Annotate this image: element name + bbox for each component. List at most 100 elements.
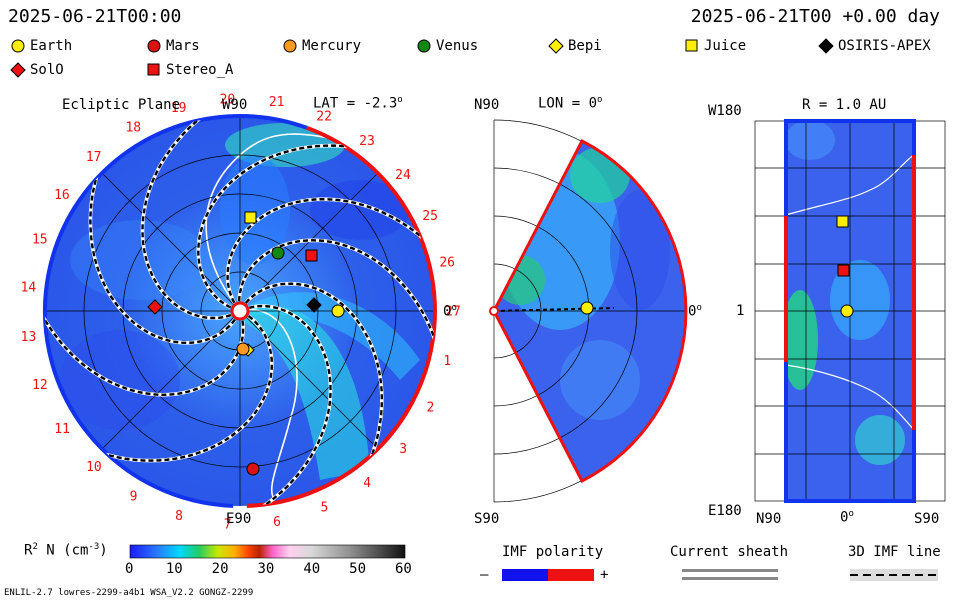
legend-item-juice: Juice bbox=[684, 38, 746, 54]
circle-icon bbox=[11, 39, 25, 53]
colorbar-tick-label: 50 bbox=[349, 561, 367, 577]
carrington-label: 24 bbox=[395, 168, 411, 183]
legend-label: Stereo_A bbox=[166, 62, 234, 78]
meridional-wedge-outline bbox=[492, 138, 688, 484]
carrington-label: 4 bbox=[363, 476, 371, 491]
legend-item-stereo-a: Stereo_A bbox=[146, 62, 233, 78]
legend-item-mercury: Mercury bbox=[282, 38, 361, 54]
imf-spiral-line bbox=[141, 116, 232, 320]
ecliptic-bottom-label: E90 bbox=[226, 511, 252, 527]
meridional-right-label: 0o bbox=[688, 303, 702, 320]
square-icon bbox=[685, 39, 698, 52]
carrington-label: 8 bbox=[175, 509, 183, 524]
carrington-label: 12 bbox=[32, 378, 48, 393]
legend-label: Earth bbox=[30, 38, 73, 54]
venus-marker bbox=[271, 246, 285, 260]
carrington-label: 11 bbox=[54, 422, 70, 437]
carrington-label: 3 bbox=[399, 442, 407, 457]
sun-icon bbox=[230, 301, 250, 321]
stereo-a-marker bbox=[305, 249, 318, 262]
right-timestamp: 2025-06-21T00 +0.00 day bbox=[690, 6, 940, 27]
legend-label: OSIRIS-APEX bbox=[838, 38, 931, 54]
juice-marker bbox=[244, 211, 257, 224]
square-icon bbox=[147, 63, 160, 76]
ecliptic-field bbox=[60, 123, 420, 501]
imf-polarity-plus: + bbox=[600, 567, 609, 583]
ecliptic-boundary-blue bbox=[42, 114, 308, 508]
carrington-label: 2 bbox=[426, 401, 434, 416]
stereo-shell-marker bbox=[837, 264, 850, 277]
osiris-apex-marker bbox=[306, 297, 322, 313]
imf-polarity-minus: – bbox=[480, 567, 489, 583]
carrington-label: 1 bbox=[443, 354, 451, 369]
shell-panel bbox=[754, 119, 946, 503]
carrington-label: 16 bbox=[54, 188, 70, 203]
solo-marker bbox=[147, 299, 163, 315]
carrington-label: 5 bbox=[320, 501, 328, 516]
carrington-label: 14 bbox=[21, 280, 37, 295]
density-colorbar bbox=[129, 544, 406, 559]
imf-spiral-line bbox=[197, 144, 377, 309]
carrington-label: 27 bbox=[445, 305, 461, 320]
carrington-label: 7 bbox=[224, 518, 232, 533]
legend-label: Mars bbox=[166, 38, 200, 54]
ecliptic-top-label: W90 bbox=[222, 97, 248, 113]
mars-marker bbox=[246, 462, 260, 476]
imf-polarity-positive bbox=[548, 569, 594, 581]
carrington-label: 15 bbox=[32, 232, 48, 247]
imf-spiral-line bbox=[89, 148, 236, 345]
carrington-label: 20 bbox=[220, 92, 236, 107]
carrington-label: 17 bbox=[86, 150, 102, 165]
circle-icon bbox=[283, 39, 297, 53]
left-timestamp: 2025-06-21T00:00 bbox=[8, 6, 182, 27]
colorbar-tick-label: 30 bbox=[257, 561, 275, 577]
model-info-footer: ENLIL-2.7 lowres-2299-a4b1 WSA_V2.2 GONG… bbox=[4, 588, 254, 598]
legend-item-mars: Mars bbox=[146, 38, 200, 54]
colorbar-tick-label: 0 bbox=[125, 561, 134, 577]
imf-line-title: 3D IMF line bbox=[848, 544, 941, 560]
legend-label: Bepi bbox=[568, 38, 602, 54]
ecliptic-lat-label: LAT = -2.3o bbox=[313, 95, 403, 112]
meridional-lon-label: LON = 0o bbox=[538, 95, 603, 112]
carrington-label: 25 bbox=[422, 209, 438, 224]
colorbar-tick-label: 40 bbox=[303, 561, 321, 577]
shell-mid-label: 1 bbox=[736, 303, 745, 319]
shell-top-left-label: W180 bbox=[708, 103, 742, 119]
carrington-label: 23 bbox=[359, 134, 375, 149]
carrington-label: 26 bbox=[439, 256, 455, 271]
legend-item-solo: SolO bbox=[10, 62, 64, 78]
imf-spiral-line bbox=[45, 290, 245, 397]
current-sheath-title: Current sheath bbox=[670, 544, 789, 560]
ecliptic-markers bbox=[147, 211, 345, 476]
legend-item-venus: Venus bbox=[416, 38, 478, 54]
carrington-label: 6 bbox=[273, 515, 281, 530]
carrington-label: 19 bbox=[171, 101, 187, 116]
shell-x-label-n90: N90 bbox=[756, 511, 782, 527]
legend-label: SolO bbox=[30, 62, 64, 78]
shell-bottom-left-label: E180 bbox=[708, 503, 742, 519]
carrington-label: 10 bbox=[86, 460, 102, 475]
legend-label: Venus bbox=[436, 38, 479, 54]
imf-spiral-line bbox=[244, 282, 383, 485]
diamond-icon bbox=[548, 38, 564, 54]
ecliptic-right-label: 0o bbox=[443, 303, 457, 320]
meridional-top-label: N90 bbox=[474, 97, 500, 113]
imf-field-lines bbox=[45, 116, 435, 506]
ecliptic-title: Ecliptic Plane bbox=[62, 97, 181, 113]
colorbar-tick-label: 20 bbox=[211, 561, 229, 577]
shell-x-label-0: 0o bbox=[840, 509, 854, 526]
carrington-label: 9 bbox=[130, 490, 138, 505]
legend-item-osiris-apex: OSIRIS-APEX bbox=[818, 38, 931, 54]
juice-shell-marker bbox=[836, 215, 849, 228]
earth-marker bbox=[331, 304, 345, 318]
legend-label: Juice bbox=[704, 38, 747, 54]
sun-meridional-icon bbox=[489, 306, 499, 316]
diamond-icon bbox=[10, 62, 26, 78]
diamond-icon bbox=[818, 38, 834, 54]
earth-meridional-marker bbox=[580, 301, 594, 315]
imf-spiral-line bbox=[237, 304, 332, 506]
imf-polarity-negative bbox=[502, 569, 548, 581]
circle-icon bbox=[147, 39, 161, 53]
carrington-label: 21 bbox=[269, 95, 285, 110]
